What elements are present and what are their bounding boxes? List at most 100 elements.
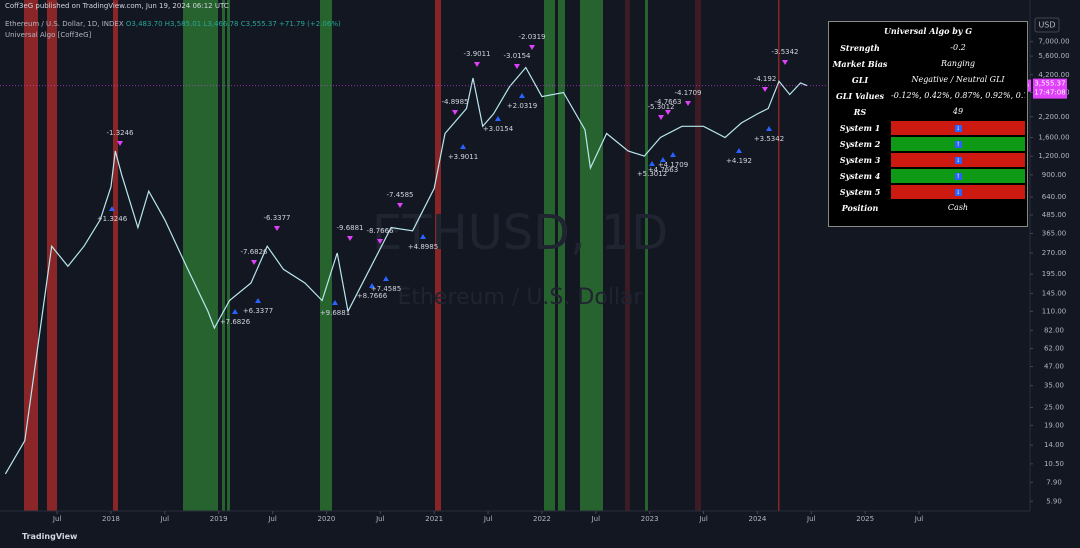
sell-arrow — [474, 62, 480, 67]
signal-icon: ↓ — [954, 157, 962, 164]
value: Cash — [947, 203, 969, 212]
y-tick-label: 485.00 — [1042, 211, 1067, 219]
row: Position Cash — [829, 200, 1027, 216]
system-name: System 1 — [839, 123, 881, 133]
regime-bands — [24, 0, 780, 511]
currency-button[interactable] — [1034, 17, 1060, 33]
key: Strength — [840, 43, 880, 53]
system-row: System 2 ↑ — [829, 136, 1027, 152]
y-tick-label: 14.00 — [1044, 441, 1064, 449]
buy-arrow — [255, 298, 261, 303]
y-tick-label: 7,000.00 — [1038, 38, 1069, 46]
signal-label: +3.9011 — [448, 153, 478, 161]
signal-label: +5.3012 — [637, 170, 667, 178]
symbol-line: Ethereum / U.S. Dollar, 1D, INDEX O3,483… — [5, 20, 341, 28]
y-tick-label: 62.00 — [1044, 345, 1064, 353]
watermark: ETHUSD, 1D — [372, 205, 668, 261]
y-tick-label: 4,200.00 — [1038, 71, 1069, 79]
sell-arrow — [397, 203, 403, 208]
published: Coff3eG published on TradingView.com, Ju… — [5, 2, 229, 10]
signal-label: +4.192 — [726, 157, 752, 165]
sell-arrow — [514, 64, 520, 69]
x-tick-label: Jul — [375, 515, 385, 523]
info-table: Universal Algo by G Strength -0.2 Market … — [828, 21, 1028, 227]
y-tick-label: 640.00 — [1042, 193, 1067, 201]
y-tick-label: 5.90 — [1046, 497, 1062, 505]
x-tick-label: Jul — [483, 515, 493, 523]
symbol: Ethereum / U.S. Dollar, 1D, INDEX — [5, 20, 124, 28]
y-tick-label: 270.00 — [1042, 249, 1067, 257]
currency[interactable]: USD — [1038, 21, 1055, 30]
signal-label: +7.4585 — [371, 285, 401, 293]
system-signal: ↑ — [891, 137, 1025, 151]
system-name: System 4 — [839, 171, 881, 181]
watermark-name: Ethereum / U.S. Dollar — [397, 285, 643, 310]
x-tick-label: Jul — [698, 515, 708, 523]
footer: TradingView — [22, 532, 78, 541]
sell-arrow — [377, 239, 383, 244]
sell-arrow — [274, 226, 280, 231]
signal-label: +8.7666 — [357, 292, 388, 300]
key: GLI — [851, 75, 869, 85]
sell-arrow — [452, 110, 458, 115]
red-band — [778, 0, 780, 511]
systems: System 1 ↓ System 2 ↑ System 3 ↓ System 4 ↑ Syst… — [829, 120, 1027, 200]
system-row: System 5 ↓ — [829, 184, 1027, 200]
signal-label: -7.6826 — [240, 248, 268, 256]
y-tick-label: 7.90 — [1046, 478, 1062, 486]
x-tick-label: 2022 — [533, 515, 551, 523]
sell-arrow — [347, 236, 353, 241]
x-tick-label: 2018 — [102, 515, 120, 523]
signal-label: +2.0319 — [507, 102, 537, 110]
signal-label: +4.1709 — [658, 161, 688, 169]
buy-arrow — [369, 283, 375, 288]
row: Strength -0.2 — [829, 40, 1027, 56]
buy-arrow — [670, 152, 676, 157]
sell-arrow — [762, 87, 768, 92]
y-tick-label: 2,200.00 — [1038, 113, 1069, 121]
signal-label: +4.7663 — [648, 166, 678, 174]
signal-label: +3.0154 — [483, 125, 514, 133]
signal-label: -4.7663 — [654, 98, 681, 106]
green-band — [544, 0, 555, 511]
signal-icon: ↓ — [954, 189, 962, 196]
buy-arrow — [495, 116, 501, 121]
table-title: Universal Algo by G — [883, 26, 973, 36]
system-name: System 3 — [839, 155, 881, 165]
y-tick-label: 1,600.00 — [1038, 133, 1069, 141]
system-signal: ↑ — [891, 169, 1025, 183]
price-line — [4, 66, 808, 475]
y-tick-label: 195.00 — [1042, 270, 1067, 278]
red-band — [24, 0, 38, 511]
signal-label: -9.6881 — [336, 224, 363, 232]
green-band — [558, 0, 565, 511]
system-signal: ↓ — [891, 185, 1025, 199]
signal-label: +7.6826 — [220, 318, 251, 326]
row: RS 49 — [829, 104, 1027, 120]
sell-arrow — [251, 260, 257, 265]
signal-label: -7.4585 — [386, 191, 413, 199]
system-row: System 1 ↓ — [829, 120, 1027, 136]
signal-icon: ↓ — [954, 125, 962, 132]
value: 49 — [952, 107, 964, 116]
buy-arrow — [383, 276, 389, 281]
x-tick-label: 2019 — [210, 515, 228, 523]
green-band — [222, 0, 225, 511]
x-tick-label: 2023 — [641, 515, 659, 523]
green-band — [645, 0, 648, 511]
x-tick-label: Jul — [267, 515, 277, 523]
signal-label: +3.5342 — [754, 135, 784, 143]
tag-countdown: 17:47:08 — [1034, 89, 1065, 97]
buy-arrow — [519, 93, 525, 98]
buy-arrow — [460, 144, 466, 149]
sell-arrow — [665, 110, 671, 115]
signal-label: +9.6881 — [320, 309, 350, 317]
system-name: System 5 — [839, 187, 881, 197]
system-signal: ↓ — [891, 153, 1025, 167]
buy-arrow — [766, 126, 772, 131]
y-tick-label: 35.00 — [1044, 382, 1064, 390]
red-band — [113, 0, 118, 511]
y-tick-label: 82.00 — [1044, 326, 1064, 334]
signal-label: -6.3377 — [263, 214, 290, 222]
